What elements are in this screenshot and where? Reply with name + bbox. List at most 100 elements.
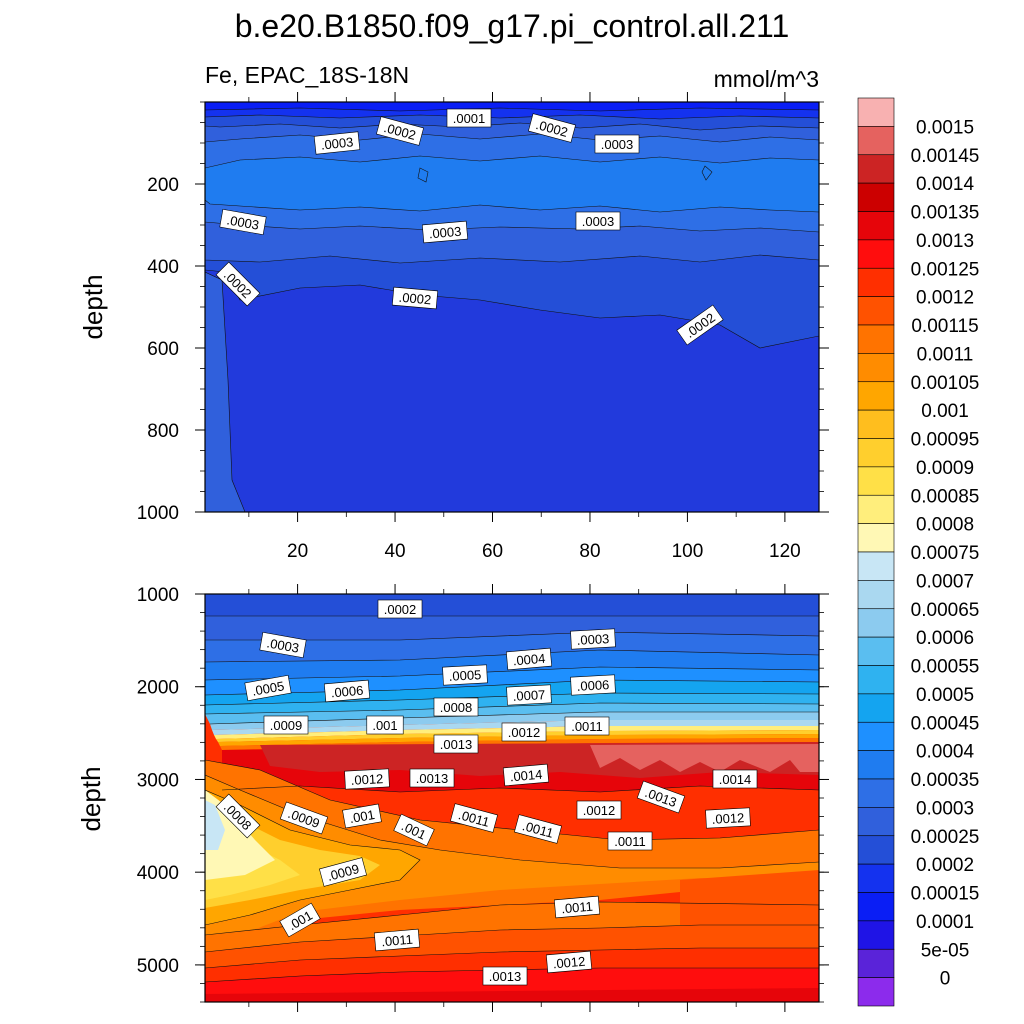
colorbar-swatch — [857, 665, 895, 695]
contour-label: .0013 — [433, 734, 479, 754]
contour-label: .001 — [342, 803, 382, 829]
xtick-label: 100 — [672, 541, 704, 562]
colorbar-swatch — [857, 750, 895, 780]
ytick-label: 3000 — [137, 770, 179, 791]
contour-label: .0002 — [528, 113, 576, 143]
contour-label: .0004 — [505, 647, 553, 671]
contour-label-text: .0012 — [552, 954, 586, 972]
contour-label: .0003 — [259, 631, 307, 659]
contour-label: .0011 — [514, 814, 562, 844]
colorbar-label: 0.0015 — [916, 117, 974, 138]
ytick-label: 800 — [147, 421, 179, 442]
colorbar-label: 0.00025 — [911, 827, 980, 848]
band-0008 — [214, 726, 819, 739]
colorbar-swatch — [857, 211, 895, 241]
contour-label: .0011 — [553, 895, 601, 919]
colorbar-swatch — [857, 381, 895, 411]
contour-label: .0011 — [564, 716, 610, 736]
colorbar-swatch — [857, 721, 895, 751]
ytick-label: 4000 — [137, 863, 179, 884]
colorbar-swatch — [857, 494, 895, 524]
colorbar-swatch — [857, 267, 895, 297]
contour-label-text: .0014 — [509, 767, 543, 785]
contour-label-text: .0012 — [508, 725, 541, 740]
contour-label: .0014 — [712, 769, 758, 789]
contour-label-text: .001 — [372, 718, 397, 733]
colorbar-swatch — [857, 409, 895, 439]
contour-label-text: .0013 — [440, 737, 473, 752]
contour-label: .0009 — [319, 857, 367, 887]
contour-label-text: .0006 — [330, 683, 364, 701]
colorbar-swatch — [857, 693, 895, 723]
colorbar-swatch — [857, 892, 895, 922]
contour-label-text: .0003 — [266, 635, 301, 655]
chart-title: b.e20.B1850.f09_g17.pi_control.all.211 — [235, 8, 790, 44]
contour-label: .0006 — [323, 679, 371, 703]
contour-label: .0002 — [376, 116, 424, 146]
ytick-label: 2000 — [137, 678, 179, 699]
colorbar-label: 0.00125 — [911, 259, 980, 280]
ytick-label: 600 — [147, 339, 179, 360]
colorbar-swatch — [857, 863, 895, 893]
colorbar-label: 0.0009 — [916, 458, 974, 479]
contour-label: .0012 — [545, 950, 593, 974]
contour-label-text: .0011 — [381, 932, 414, 950]
colorbar-label: 0.00085 — [911, 486, 980, 507]
contour-label-text: .0008 — [440, 700, 473, 715]
contour-label: .0011 — [373, 928, 421, 952]
contour-label-text: .0005 — [251, 678, 286, 698]
contour-label-text: .0003 — [576, 631, 609, 648]
contour-label-text: .0003 — [320, 134, 354, 152]
colorbar-label: 0.00045 — [911, 713, 980, 734]
field-0001-band — [205, 102, 819, 112]
contour-label: .0013 — [409, 768, 455, 788]
contour-label: .0011 — [607, 831, 653, 851]
contour-label: .001 — [366, 715, 404, 735]
contour-label-text: .0007 — [512, 687, 545, 704]
band-00145 — [590, 744, 819, 772]
contour-label: .0014 — [502, 763, 550, 787]
colorbar-swatch — [857, 920, 895, 950]
colorbar-swatch — [857, 948, 895, 978]
contour-label-text: .0011 — [561, 899, 594, 917]
colorbar-label: 0.0011 — [917, 344, 974, 365]
colorbar-label: 0.00145 — [911, 146, 980, 167]
colorbar-swatch — [857, 239, 895, 269]
upper-contour-field — [205, 102, 819, 512]
xtick-label: 80 — [579, 541, 600, 562]
contour-label-text: .0011 — [614, 834, 646, 849]
colorbar-label: 0.00075 — [911, 543, 980, 564]
contour-label: .0012 — [576, 800, 622, 820]
colorbar-label: 0.0002 — [916, 855, 974, 876]
colorbar-label: 0.00035 — [911, 770, 980, 791]
colorbar-label: 0.0014 — [916, 174, 975, 195]
colorbar-label: 5e-05 — [921, 940, 970, 961]
colorbar-swatch — [857, 835, 895, 865]
ytick-label: 5000 — [137, 956, 179, 977]
ytick-label: 1000 — [137, 585, 179, 606]
colorbar-swatch — [857, 438, 895, 468]
colorbar-label: 0.00055 — [911, 657, 980, 678]
contour-label: .0003 — [313, 131, 361, 155]
lower-panel: depth — [76, 584, 829, 1012]
contour-label-text: .0012 — [583, 803, 616, 818]
colorbar-label: 0.0003 — [916, 798, 974, 819]
band-00075 — [205, 800, 225, 850]
contour-label: .0003 — [219, 208, 267, 236]
lower-ticks: 1000 2000 3000 4000 5000 — [137, 584, 829, 1012]
contour-label: .0012 — [501, 722, 547, 742]
band-00025 — [205, 616, 819, 640]
contour-label-text: .0003 — [428, 224, 462, 242]
colorbar-swatch — [857, 182, 895, 212]
contour-label: .0006 — [570, 674, 616, 696]
colorbar-label: 0 — [940, 969, 951, 990]
colorbar-swatch — [857, 296, 895, 326]
contour-label: .0012 — [344, 768, 390, 790]
colorbar-swatch — [857, 353, 895, 383]
colorbar: 0.0015 0.00145 0.0014 0.00135 0.0013 0.00125 0… — [857, 97, 980, 1007]
colorbar-swatch — [857, 608, 895, 638]
contour-label: .0001 — [446, 108, 492, 128]
contour-label: .0005 — [244, 674, 292, 702]
colorbar-swatch — [857, 580, 895, 610]
